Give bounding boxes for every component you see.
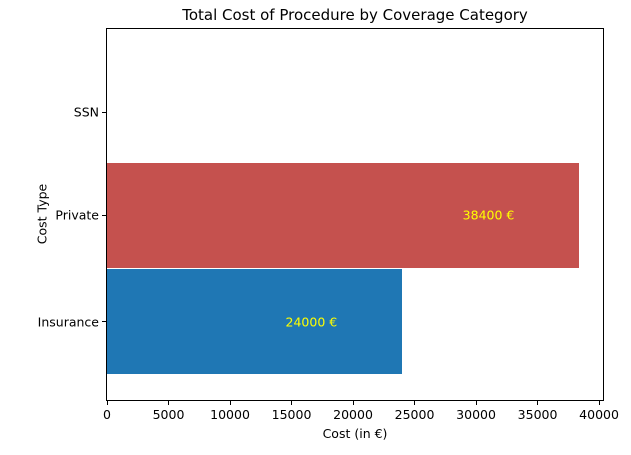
x-tick-label: 10000 bbox=[210, 407, 250, 422]
y-tick-mark bbox=[102, 111, 106, 113]
x-tick-mark bbox=[168, 401, 169, 405]
y-axis-label: Cost Type bbox=[34, 183, 50, 245]
x-tick-mark bbox=[352, 401, 354, 405]
x-axis-label: Cost (in €) bbox=[322, 426, 388, 441]
y-tick-label: Private bbox=[55, 207, 99, 223]
plot-area: 38400 € 24000 € bbox=[106, 28, 604, 401]
x-tick-label: 20000 bbox=[333, 407, 373, 422]
bar-insurance: 24000 € bbox=[107, 269, 403, 374]
y-tick-mark bbox=[102, 321, 106, 322]
x-tick-mark bbox=[106, 401, 108, 405]
x-tick-mark bbox=[229, 401, 231, 405]
y-tick-label: SSN bbox=[73, 104, 99, 120]
x-tick-label: 35000 bbox=[517, 407, 558, 422]
x-tick-mark bbox=[291, 401, 293, 405]
x-tick-label: 30000 bbox=[456, 407, 496, 422]
x-tick-label: 15000 bbox=[271, 407, 312, 422]
bar-private: 38400 € bbox=[107, 162, 580, 268]
x-tick-label: 0 bbox=[103, 407, 111, 422]
bar-annotation: 38400 € bbox=[462, 207, 515, 223]
y-tick-mark bbox=[102, 214, 106, 216]
x-tick-mark bbox=[537, 401, 539, 405]
x-tick-mark bbox=[598, 401, 600, 405]
x-tick-label: 25000 bbox=[394, 407, 435, 422]
chart-title: Total Cost of Procedure by Coverage Cate… bbox=[182, 6, 528, 24]
x-tick-mark bbox=[475, 401, 477, 405]
bar-annotation: 24000 € bbox=[285, 314, 338, 329]
x-tick-mark bbox=[414, 401, 416, 405]
x-tick-label: 5000 bbox=[152, 407, 185, 422]
x-tick-label: 40000 bbox=[579, 407, 619, 422]
y-tick-label: Insurance bbox=[37, 314, 99, 329]
